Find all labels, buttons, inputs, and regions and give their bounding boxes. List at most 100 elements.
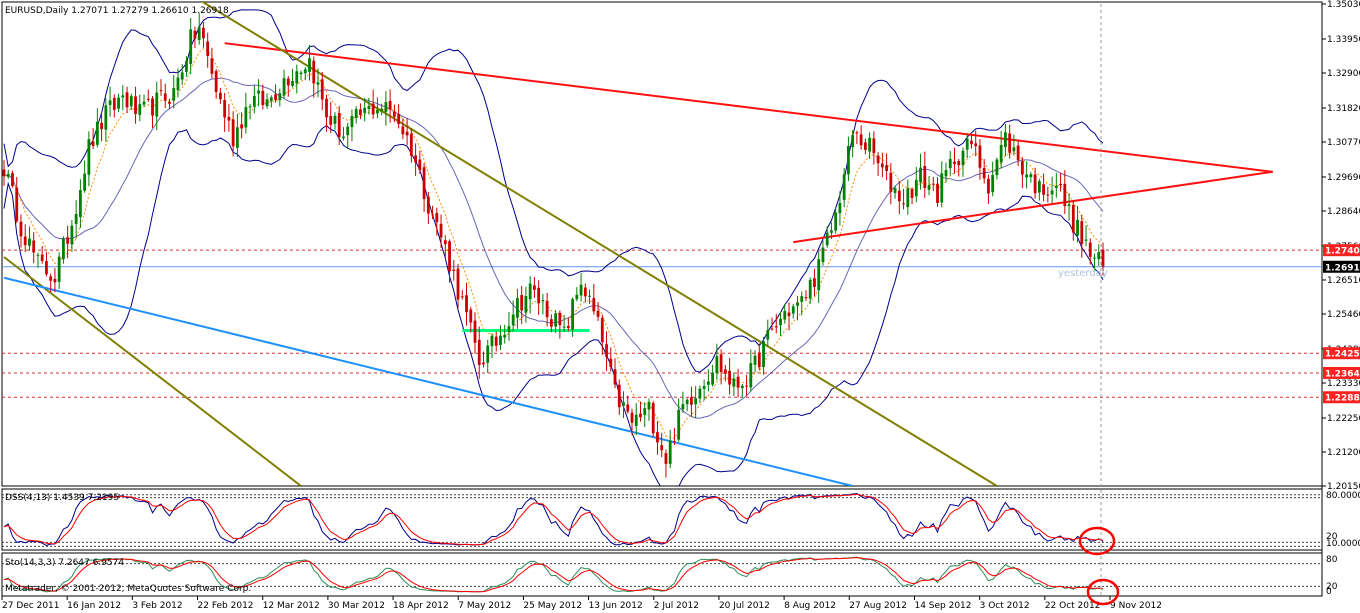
candle-body [240,124,244,129]
candle-body [982,168,986,179]
candle-body [694,398,698,405]
price-tick-label: 1.22250 [1327,414,1360,424]
candle-body [779,318,782,326]
candle-body [596,310,600,317]
candle-body [129,96,133,107]
candle-body [405,131,409,136]
candle-body [371,103,375,115]
candle-body [435,213,439,223]
candle-body [732,378,736,387]
candle-body [923,166,927,188]
dss-label: DSS(4,13) 1.4539 7.2195 [5,493,119,503]
candle-body [469,309,473,323]
candle-body [970,140,973,145]
candle-body [1042,184,1045,195]
price-tick-label: 1.28640 [1327,207,1360,217]
candle-body [320,79,324,100]
candle-body [117,97,120,109]
time-tick-label: 30 Mar 2012 [328,601,385,611]
candle-body [244,107,248,128]
candle-body [503,334,507,338]
candle-body [482,362,485,365]
candle-body [15,187,19,222]
candle-body [715,356,719,374]
candle-body [728,370,731,385]
candle-body [774,326,778,328]
candle-body [859,134,863,146]
candle-body [477,339,481,365]
time-tick-label: 2 Jul 2012 [654,601,699,611]
dss-axis-label: 80.0000 [1326,491,1360,501]
candle-body [902,203,905,205]
candle-body [736,376,740,388]
candle-body [1084,239,1088,241]
candle-body [507,326,511,333]
candle-body [656,432,659,443]
price-tag-label: 1.27405 [1325,247,1360,257]
candle-body [868,137,872,152]
candle-body [257,90,260,94]
candle-body [702,386,706,389]
candle-body [516,298,519,318]
candle-body [872,138,876,154]
candle-body [664,453,668,464]
candle-body [57,256,61,282]
time-tick-label: 22 Feb 2012 [198,601,254,611]
candle-body [95,121,99,145]
candle-body [388,100,392,110]
candle-body [651,403,655,434]
price-tick-label: 1.31820 [1327,104,1360,114]
candle-body [991,174,995,193]
candle-body [384,102,388,112]
candle-body [813,278,816,288]
candle-body [168,101,171,104]
time-tick-label: 9 Nov 2012 [1110,601,1162,611]
trendline-channel-lower [3,256,302,486]
time-tick-label: 13 Jun 2012 [589,601,643,611]
trendline-support-blue [3,276,853,486]
price-tick-label: 1.20150 [1327,482,1360,492]
candle-body [583,287,587,297]
candle-body [473,320,477,343]
candle-body [100,122,103,130]
candle-body [486,345,490,363]
time-tick-label: 3 Oct 2012 [980,601,1030,611]
candle-body [834,212,838,231]
candle-body [711,372,715,385]
candle-body [609,358,613,367]
candle-body [914,179,918,197]
candle-body [762,341,765,367]
candle-body [363,107,367,113]
candle-body [329,116,333,125]
candle-body [87,139,91,175]
candle-body [545,300,549,318]
candle-body [490,335,494,347]
candle-body [719,354,723,372]
candle-body [673,441,676,443]
candle-body [961,150,965,166]
candle-body [494,336,498,346]
candle-body [282,78,286,96]
candle-body [851,135,855,148]
price-tag-bg [1323,366,1360,379]
candle-body [1067,204,1071,207]
candle-body [855,132,859,134]
time-tick-label: 27 Aug 2012 [849,601,907,611]
candle-body [936,183,939,203]
price-tag-bg [1323,391,1360,404]
candle-body [880,163,884,168]
candle-body [74,213,78,224]
candle-body [350,116,354,128]
price-axis [1322,2,1359,596]
price-tag-bg [1323,260,1360,273]
candle-body [1054,185,1058,188]
candle-body [431,214,434,216]
candle-body [206,41,210,57]
candle-body [499,335,502,345]
candle-body [804,297,808,299]
candle-body [104,105,108,130]
candle-body [524,296,528,313]
candle-body [23,236,27,246]
candle-body [1025,174,1029,178]
